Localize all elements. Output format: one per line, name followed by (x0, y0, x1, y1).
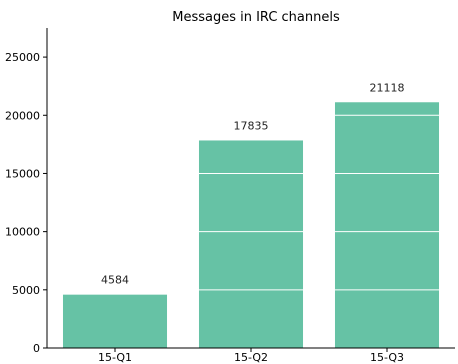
y-tick-label: 0 (33, 342, 40, 355)
gridlines-on-bars (198, 114, 440, 291)
data-labels: 4584 17835 21118 (101, 81, 405, 286)
y-tick-label: 15000 (5, 167, 40, 180)
chart-title: Messages in IRC channels (172, 10, 340, 25)
x-tick-label: 15-Q3 (370, 351, 404, 364)
bar (334, 102, 440, 348)
bar-value-label: 4584 (101, 274, 129, 287)
bars (62, 102, 440, 348)
bar (198, 140, 304, 348)
y-tick-label: 10000 (5, 226, 40, 239)
y-axis: 0 5000 10000 15000 20000 25000 (5, 28, 48, 355)
y-tick-label: 5000 (12, 284, 40, 297)
x-tick-label: 15-Q2 (234, 351, 268, 364)
y-tick-label: 20000 (5, 109, 40, 122)
y-tick-label: 25000 (5, 51, 40, 64)
bar-value-label: 17835 (234, 119, 269, 132)
bar-value-label: 21118 (370, 81, 405, 94)
bar (62, 294, 168, 348)
x-tick-label: 15-Q1 (98, 351, 132, 364)
x-axis: 15-Q1 15-Q2 15-Q3 (47, 347, 455, 364)
